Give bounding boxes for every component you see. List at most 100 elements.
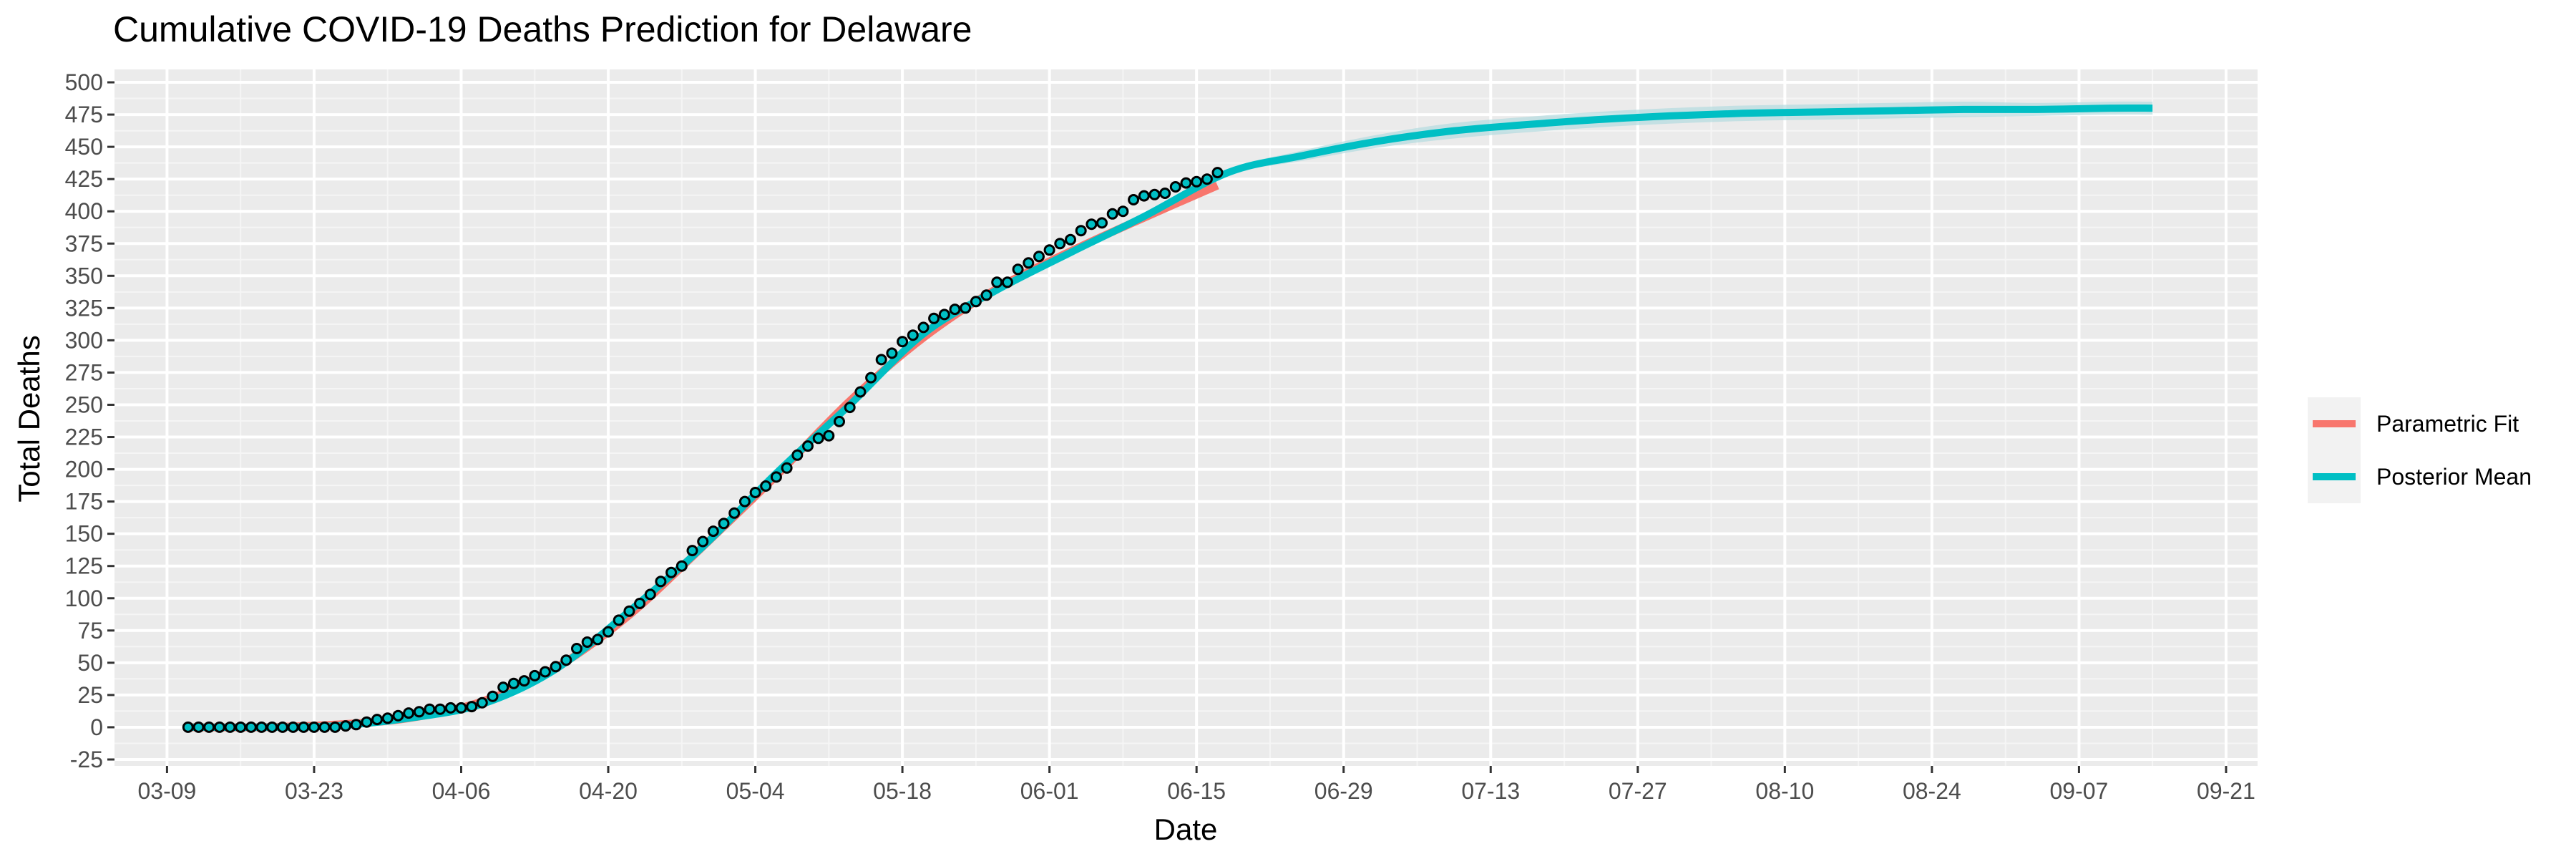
observed-point (192, 721, 205, 733)
observed-point (770, 471, 782, 483)
y-tick-label: 500 (65, 69, 103, 95)
observed-point (854, 386, 867, 398)
x-tick-label: 08-24 (1903, 778, 1961, 804)
observed-point (298, 721, 310, 733)
observed-point (518, 675, 530, 687)
y-tick-label: 275 (65, 359, 103, 385)
observed-point (886, 347, 898, 359)
observed-point (455, 702, 467, 714)
observed-point (539, 666, 551, 678)
x-tick-label: 07-13 (1461, 778, 1520, 804)
observed-point (1159, 188, 1171, 199)
observed-point (980, 289, 992, 301)
observed-point (991, 276, 1003, 288)
observed-point (738, 495, 751, 508)
observed-point (403, 707, 415, 719)
observed-point (1033, 251, 1045, 263)
x-tick-label: 08-10 (1755, 778, 1814, 804)
observed-point (1211, 167, 1224, 179)
observed-point (487, 690, 499, 702)
observed-point (1054, 238, 1066, 250)
y-tick-label: 475 (65, 102, 103, 127)
observed-point (1106, 208, 1118, 220)
observed-point (213, 721, 225, 733)
observed-point (897, 336, 909, 348)
observed-point (781, 462, 793, 474)
observed-point (340, 720, 351, 732)
observed-point (697, 535, 709, 548)
observed-point (1191, 175, 1203, 188)
observed-point (266, 721, 278, 733)
observed-point (938, 309, 950, 321)
x-axis-ticks: 03-09 03-23 04-06 04-20 05-04 05-18 06-01 06-15… (137, 766, 2255, 804)
observed-point (760, 480, 772, 492)
y-tick-label: 25 (77, 682, 103, 708)
observed-point (875, 354, 887, 366)
observed-point (907, 329, 919, 341)
legend-label: Parametric Fit (2376, 411, 2519, 437)
legend: Parametric Fit Posterior Mean (2308, 397, 2532, 503)
y-axis-ticks: -25 0 25 50 75 100 125 150 175 200 225 250 275 300 325… (65, 69, 114, 772)
observed-point (1001, 276, 1013, 288)
observed-point (1180, 177, 1192, 189)
y-axis-label: Total Deaths (12, 335, 46, 502)
observed-point (1148, 188, 1161, 200)
y-tick-label: 0 (90, 714, 103, 740)
y-tick-label: 200 (65, 457, 103, 482)
observed-point (634, 598, 646, 609)
y-tick-label: 75 (77, 618, 103, 644)
observed-point (361, 716, 373, 728)
observed-point (507, 677, 519, 689)
observed-point (381, 712, 394, 724)
observed-point (434, 703, 447, 715)
x-axis-label: Date (1154, 812, 1218, 846)
observed-point (287, 721, 299, 733)
observed-point (1085, 218, 1098, 230)
chart-title: Cumulative COVID-19 Deaths Prediction fo… (113, 9, 972, 49)
observed-point (1043, 244, 1055, 256)
observed-point (1128, 194, 1140, 205)
observed-point (371, 714, 383, 726)
observed-point (613, 614, 625, 626)
observed-point (1201, 173, 1213, 185)
x-tick-label: 09-21 (2197, 778, 2255, 804)
observed-point (791, 449, 804, 461)
observed-point (245, 721, 257, 733)
y-tick-label: 350 (65, 263, 103, 288)
observed-point (1023, 257, 1035, 269)
observed-point (1169, 181, 1181, 193)
observed-point (224, 721, 236, 733)
observed-point (444, 702, 457, 714)
x-tick-label: 05-18 (873, 778, 932, 804)
observed-point (529, 669, 541, 681)
observed-point (392, 709, 404, 722)
y-tick-label: 225 (65, 424, 103, 450)
y-tick-label: 100 (65, 586, 103, 611)
x-tick-label: 04-20 (579, 778, 638, 804)
observed-point (1096, 217, 1108, 229)
observed-point (466, 701, 478, 713)
observed-point (550, 661, 562, 673)
observed-point (718, 518, 730, 530)
observed-point (203, 721, 215, 733)
observed-point (1117, 205, 1129, 218)
observed-point (623, 605, 635, 617)
observed-point (749, 487, 761, 498)
x-tick-label: 03-09 (137, 778, 196, 804)
x-tick-label: 07-27 (1609, 778, 1667, 804)
y-tick-label: -25 (70, 747, 103, 772)
observed-point (329, 721, 341, 733)
observed-point (571, 643, 582, 654)
observed-point (235, 721, 247, 733)
observed-point (581, 636, 593, 648)
y-tick-label: 250 (65, 392, 103, 417)
observed-point (182, 721, 194, 733)
observed-point (844, 402, 856, 414)
observed-point (834, 415, 845, 427)
y-tick-label: 300 (65, 327, 103, 353)
observed-point (970, 296, 982, 308)
y-tick-label: 325 (65, 295, 103, 321)
observed-point (1065, 233, 1076, 246)
observed-point (812, 432, 824, 445)
